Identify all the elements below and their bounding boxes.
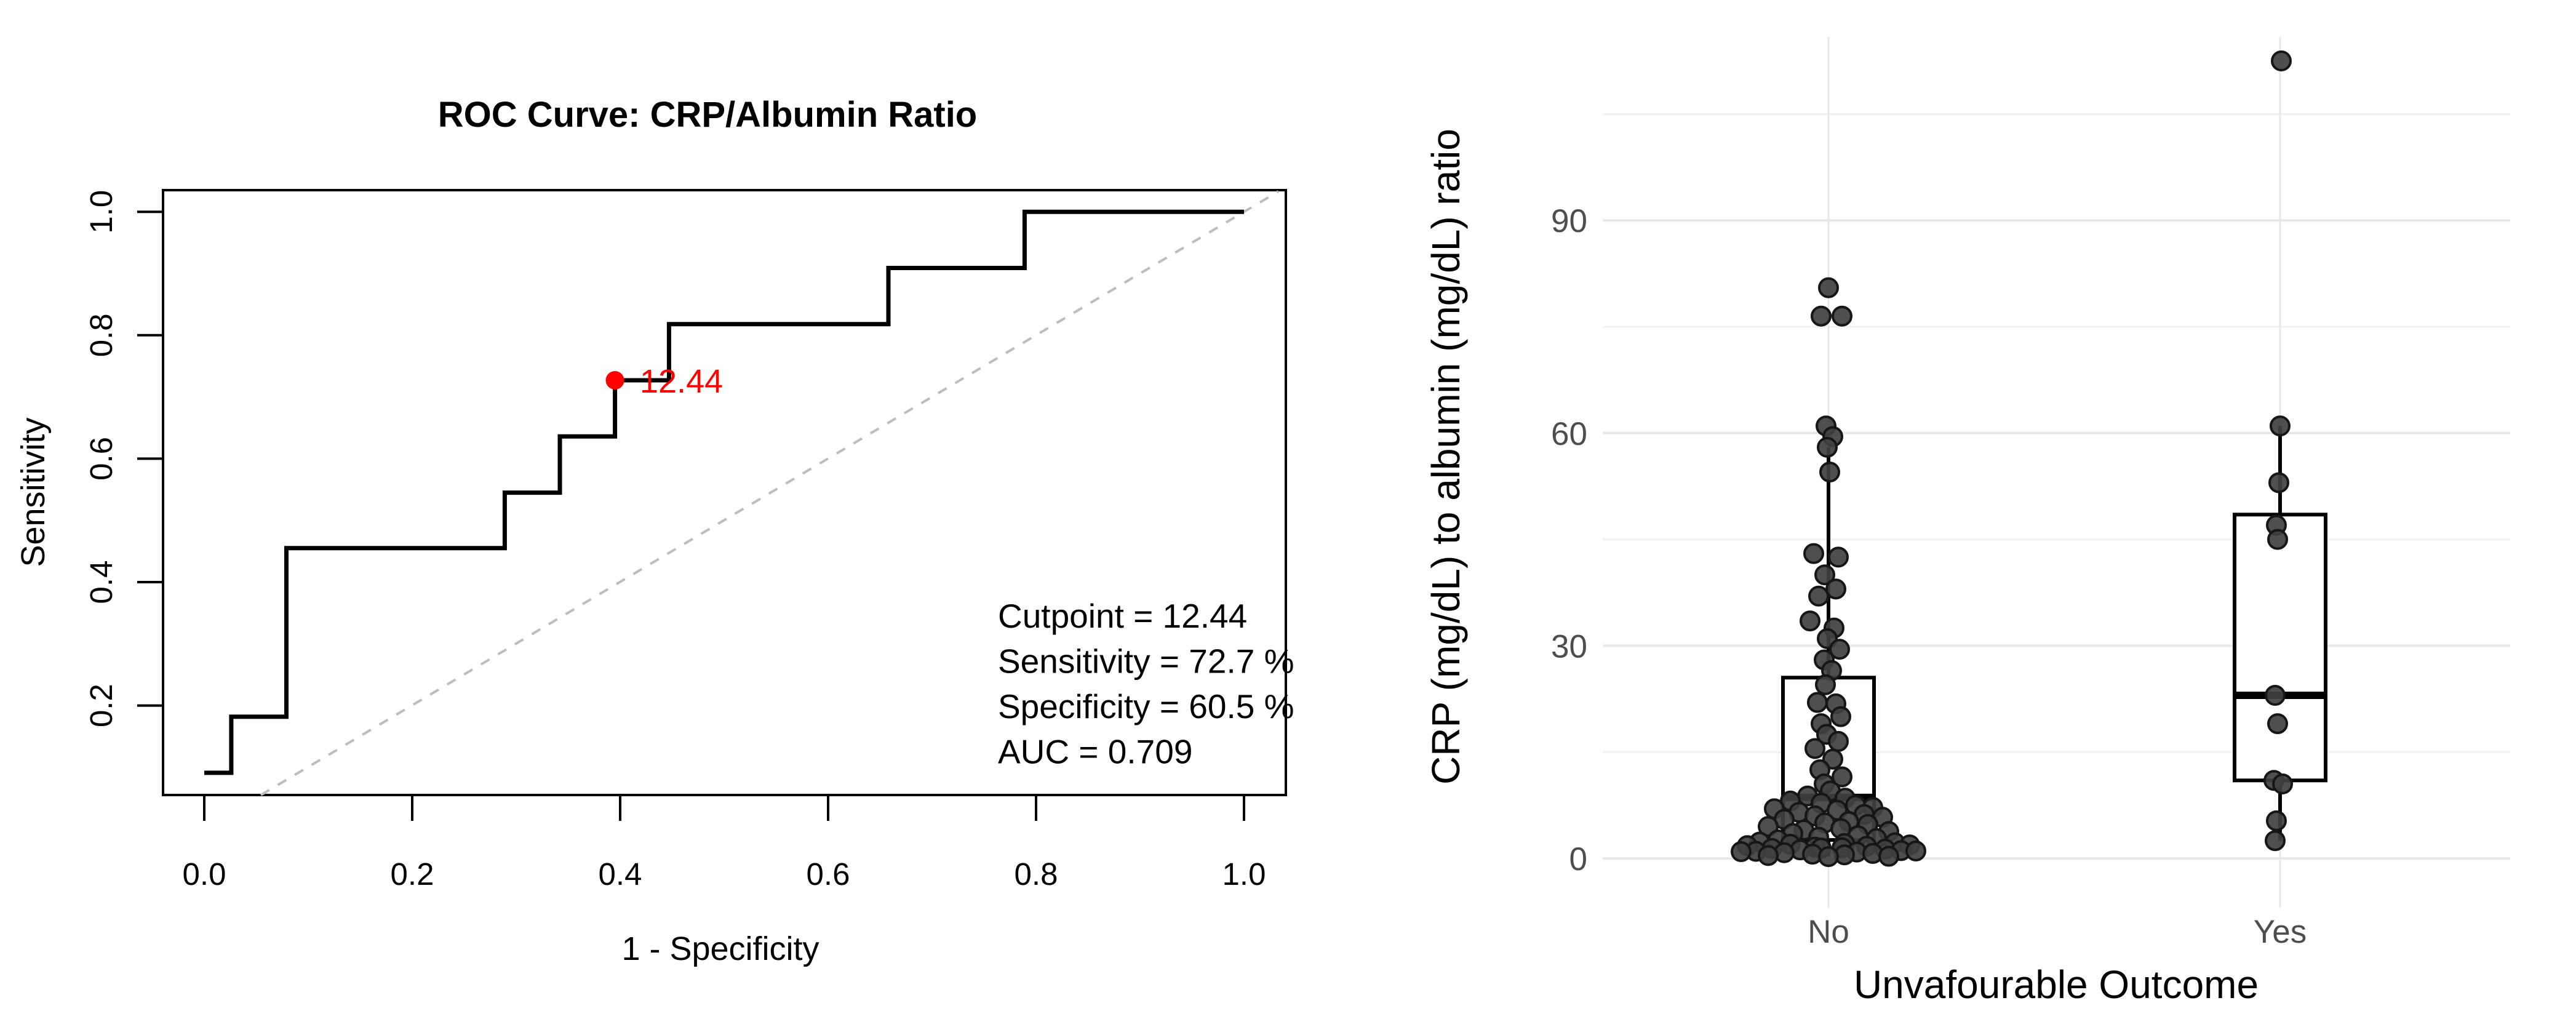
jitter-point (1825, 578, 1846, 600)
jitter-point (2271, 50, 2292, 71)
roc-y-tick-label: 0.2 (84, 684, 119, 727)
roc-diagonal-reference-line (260, 190, 1280, 796)
jitter-point (1808, 585, 1829, 607)
jitter-point (1905, 840, 1926, 861)
roc-cutpoint-marker (605, 371, 624, 390)
box (2233, 513, 2327, 783)
jitter-point (2267, 529, 2288, 550)
roc-cutpoint-label: 12.44 (640, 363, 723, 400)
jitter-point (2270, 415, 2291, 437)
roc-x-tick-label: 0.6 (807, 857, 850, 892)
jitter-point (1811, 305, 1832, 327)
roc-title: ROC Curve: CRP/Albumin Ratio (438, 95, 978, 135)
jitter-point (1829, 639, 1850, 660)
jitter-point (1815, 674, 1836, 695)
roc-chart: ROC Curve: CRP/Albumin Ratio 0.0 0.2 0.4 0.… (15, 95, 1294, 967)
roc-x-tick-label: 1.0 (1222, 857, 1266, 892)
jitter-point (1818, 846, 1839, 868)
jitter-point (1800, 610, 1820, 632)
roc-annotation-line: Specificity = 60.5 % (998, 687, 1294, 725)
boxplot-chart: 0 30 60 90 No Yes Unvafourable Outcome CRP (… (1424, 37, 2510, 1007)
roc-y-tick-label: 1.0 (84, 190, 119, 234)
jitter-point (1731, 841, 1752, 863)
jitter-point (1804, 738, 1825, 759)
jitter-point (2265, 685, 2286, 706)
roc-annotation-block: Cutpoint = 12.44 Sensitivity = 72.7 % Spec… (998, 597, 1294, 771)
roc-annotation-line: Sensitivity = 72.7 % (998, 642, 1294, 681)
boxplot-jitter-points (1731, 50, 2293, 868)
boxplot-category-label: No (1808, 914, 1849, 950)
boxplot-y-tick-labels: 0 30 60 90 (1551, 203, 1587, 877)
roc-x-tick-label: 0.0 (183, 857, 226, 892)
jitter-point (1832, 305, 1852, 327)
jitter-point (1803, 543, 1824, 564)
roc-x-tick-label: 0.2 (391, 857, 434, 892)
jitter-point (2266, 810, 2287, 831)
boxplot-xlabel: Unvafourable Outcome (1854, 962, 2259, 1007)
roc-plot-box (162, 189, 1287, 796)
roc-y-tick-label: 0.4 (84, 561, 119, 604)
jitter-point (1830, 706, 1851, 727)
roc-x-tick-label: 0.8 (1015, 857, 1058, 892)
jitter-point (1758, 845, 1779, 866)
jitter-point (2272, 773, 2293, 795)
jitter-point (1832, 766, 1852, 788)
boxplot-boxes (1781, 426, 2327, 857)
roc-curve-line (204, 209, 1244, 775)
jitter-point (2265, 830, 2286, 852)
roc-annotation-line: AUC = 0.709 (998, 733, 1192, 771)
jitter-point (1819, 462, 1840, 483)
roc-ylabel: Sensitivity (15, 417, 52, 567)
boxplot-y-tick-label: 0 (1569, 841, 1587, 877)
jitter-point (1807, 692, 1828, 713)
jitter-point (1817, 436, 1838, 458)
roc-x-axis-ticks: 0.0 0.2 0.4 0.6 0.8 1.0 (183, 795, 1266, 892)
jitter-point (1814, 564, 1835, 586)
boxplot-gridlines (1603, 37, 2510, 908)
boxplot-y-tick-label: 60 (1551, 416, 1587, 452)
boxplot-y-tick-label: 30 (1551, 628, 1587, 665)
boxplot-y-tick-label: 90 (1551, 203, 1587, 239)
jitter-point (1828, 730, 1849, 752)
roc-annotation-line: Cutpoint = 12.44 (998, 597, 1247, 635)
roc-xlabel: 1 - Specificity (621, 930, 819, 967)
jitter-point (2267, 713, 2288, 735)
roc-y-axis-ticks: 0.2 0.4 0.6 0.8 1.0 (84, 190, 163, 727)
boxplot-category-labels: No Yes (1808, 914, 2307, 950)
jitter-point (2268, 472, 2289, 494)
roc-x-tick-label: 0.4 (599, 857, 642, 892)
boxplot-category-label: Yes (2254, 914, 2307, 950)
boxplot-ylabel: CRP (mg/dL) to albumin (mg/dL) ratio (1424, 129, 1468, 785)
roc-y-tick-label: 0.6 (84, 437, 119, 481)
roc-y-tick-label: 0.8 (84, 313, 119, 357)
jitter-point (1828, 546, 1849, 568)
jitter-point (1878, 845, 1899, 867)
jitter-point (1818, 277, 1839, 298)
